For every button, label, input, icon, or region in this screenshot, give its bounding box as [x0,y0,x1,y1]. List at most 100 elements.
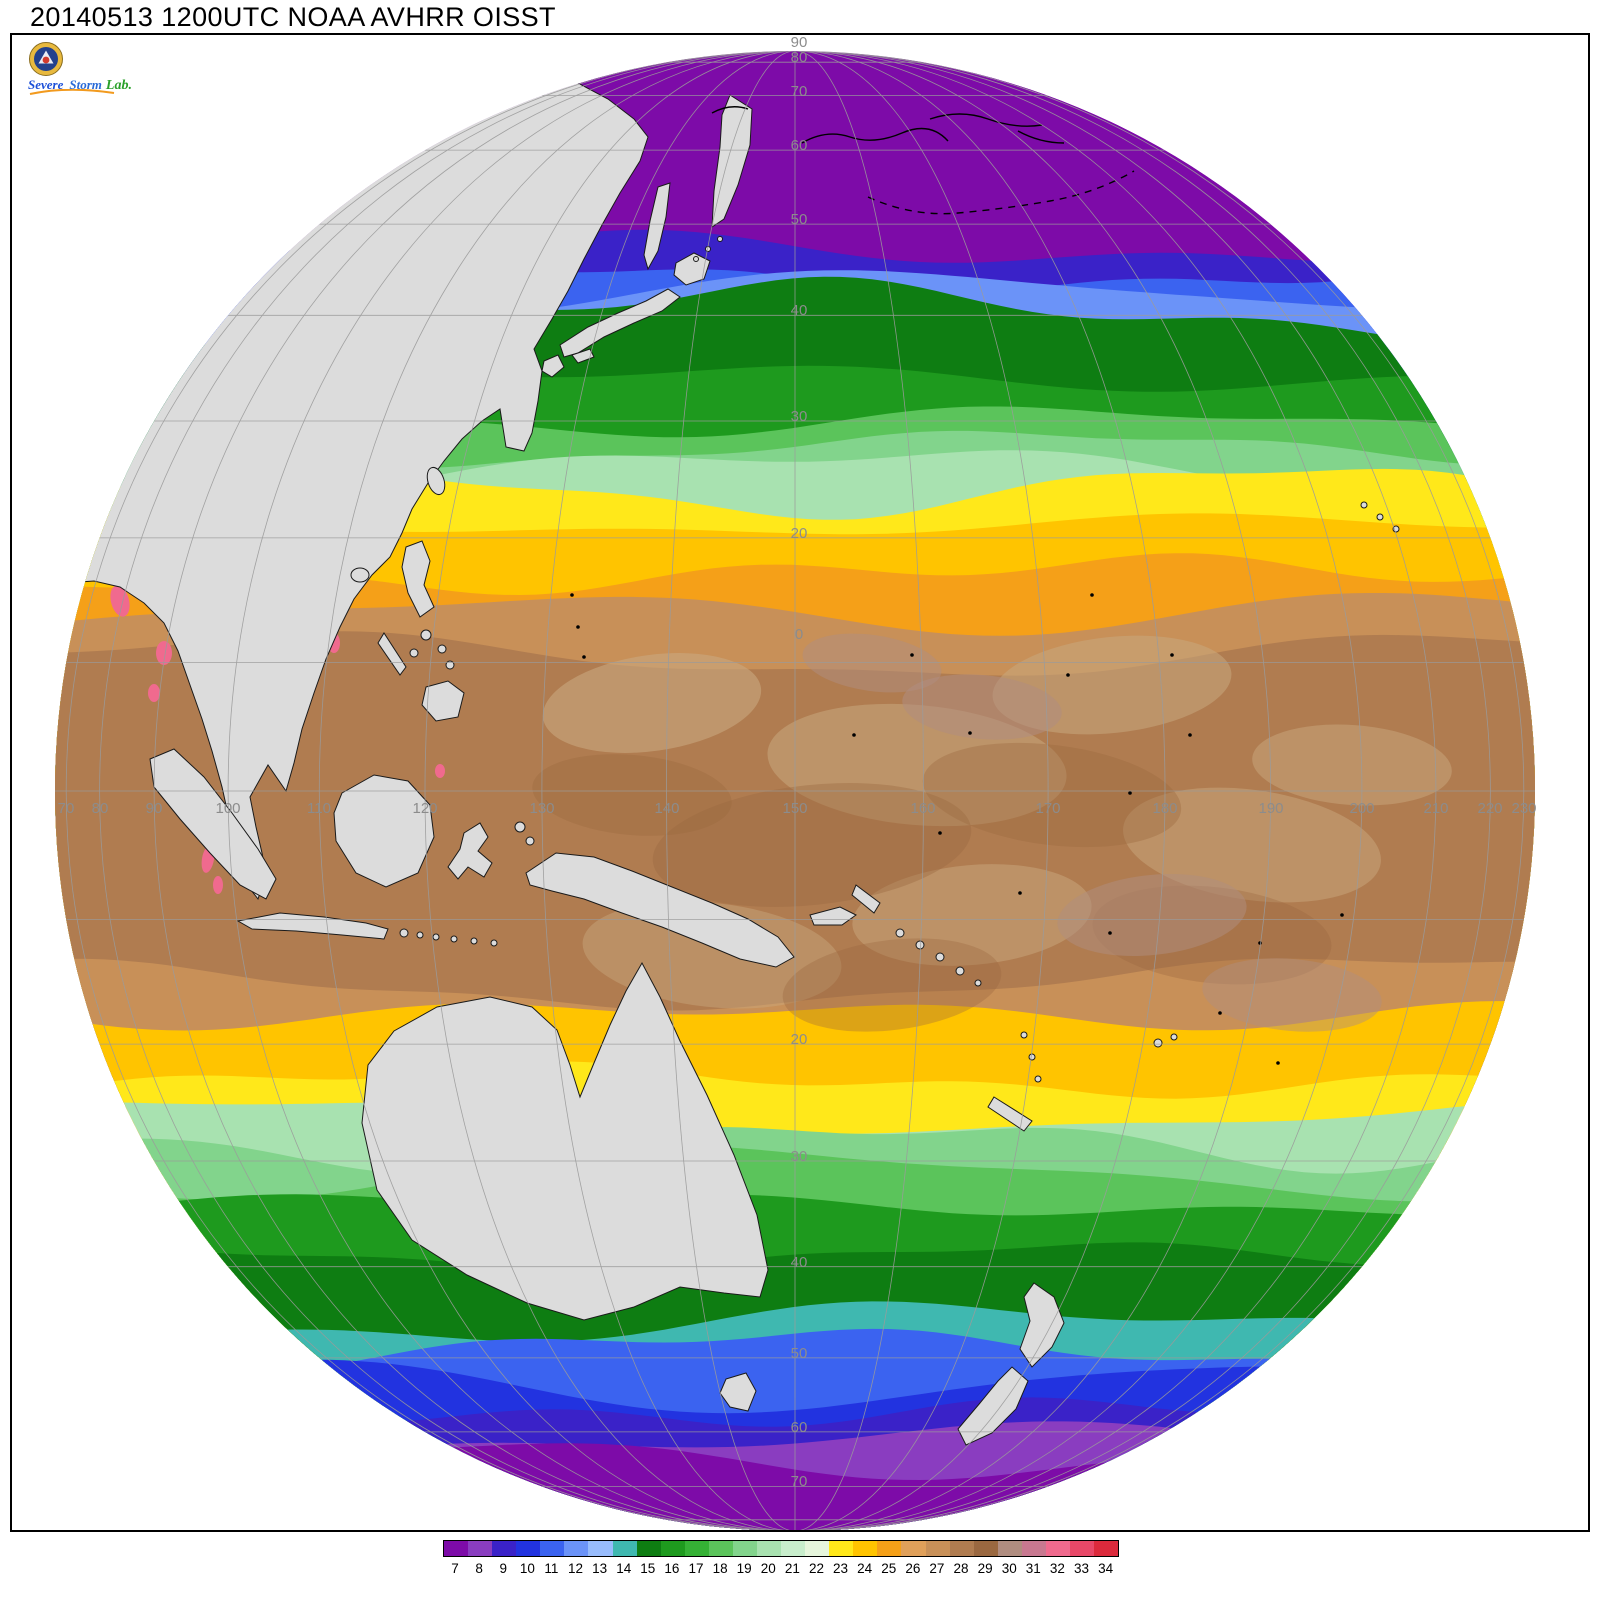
map-frame: 70 80 90 100 110 120 130 140 150 160 170 180 190 200 2… [10,33,1590,1532]
coastline-siberia-arctic [801,127,949,144]
colorbar-tick-label: 29 [977,1561,993,1576]
coastline-arctic-ice [711,106,749,114]
colorbar-tick-labels: 7 8 9 10 11 12 13 14 15 16 17 18 19 20 21 22 23 24 25 26 27 2… [443,1561,1119,1576]
colorbar-tick-label: 31 [1025,1561,1041,1576]
land-philippine-island [445,660,455,670]
lat-label: 20 [791,525,808,542]
sst-patch [542,653,762,753]
colorbar-tick-label: 8 [475,1561,483,1576]
colorbar-tick-label: 22 [808,1561,824,1576]
sst-patch [802,633,942,693]
colorbar-tick-label: 27 [929,1561,945,1576]
colorbar-tick-label: 24 [857,1561,873,1576]
graticule-meridian [541,51,1049,1530]
sst-patch [782,938,1002,1032]
land-kuril-island [693,256,699,262]
sst-hot-spot [148,684,160,702]
land-palawan [377,632,407,676]
colorbar-cell [1070,1541,1095,1556]
land-taiwan [426,466,446,496]
logo-swoosh-icon [29,89,115,95]
lat-label: 40 [791,1254,808,1271]
colorbar-tick-label: 33 [1073,1561,1089,1576]
graticule-meridian [227,51,1363,1530]
lon-label: 200 [1349,800,1374,817]
colorbar-cell [1021,1541,1046,1556]
logo-text: Severe Storm Lab. [28,77,132,93]
sst-patch [652,783,972,907]
land-kuril-island [717,236,723,242]
land-halmahera [525,836,535,846]
lat-label: 50 [791,1345,808,1362]
colorbar-swatches [443,1540,1119,1557]
colorbar-cell [1045,1541,1071,1556]
noaa-seal-icon [29,42,63,76]
land-sunda-island [432,933,440,941]
colorbar-cell [612,1541,637,1556]
lon-label: 180 [1152,800,1177,817]
lat-label: 90 [791,35,808,51]
sst-hot-spot [435,764,445,778]
colorbar-cell [997,1541,1022,1556]
lon-label: 230 [1511,800,1536,817]
colorbar-tick-label: 28 [953,1561,969,1576]
colorbar-tick-label: 7 [451,1561,459,1576]
land-philippine-island [409,648,419,658]
colorbar-tick-label: 14 [616,1561,632,1576]
colorbar-cell [829,1541,854,1556]
land-sunda-island [416,931,424,939]
lat-label: 30 [791,408,808,425]
lon-label: 80 [92,800,109,817]
colorbar-tick-label: 16 [664,1561,680,1576]
land-japan-shikoku [571,348,595,364]
land-japan-kyushu [541,354,565,378]
land-new-zealand-south [957,1366,1029,1446]
colorbar-cell [540,1541,565,1556]
colorbar-cell [757,1541,782,1556]
colorbar-cell [492,1541,517,1556]
colorbar-tick-label: 20 [760,1561,776,1576]
colorbar-tick-label: 32 [1049,1561,1065,1576]
lat-label: 0 [795,626,803,643]
lon-label: 130 [529,800,554,817]
colorbar-tick-label: 13 [592,1561,608,1576]
land-sunda-island [399,928,409,938]
lat-label: 20 [791,1031,808,1048]
land-vanuatu-island [1020,1031,1028,1039]
land-borneo [333,774,435,888]
land-solomon-island [974,979,982,987]
lon-label: 120 [412,800,437,817]
sst-patch [902,674,1062,740]
sst-patch [1057,873,1247,957]
land-new-britain [809,906,857,926]
sst-band-layer [55,51,1535,1530]
colorbar-tick-label: 21 [784,1561,800,1576]
lon-label: 210 [1423,800,1448,817]
land-hawaii-island [1360,501,1368,509]
land-new-zealand-north [1019,1282,1065,1368]
lat-label: 80 [791,49,808,66]
land-new-guinea [525,852,795,968]
colorbar-cell [516,1541,541,1556]
land-sumatra [149,748,277,900]
sst-patch [1123,787,1381,903]
land-japan-hokkaido [673,252,711,286]
lon-label: 220 [1477,800,1502,817]
lon-label: 190 [1258,800,1283,817]
colorbar-cell [444,1541,469,1556]
lat-label: 40 [791,302,808,319]
colorbar-cell [564,1541,589,1556]
colorbar-tick-label: 23 [833,1561,849,1576]
colorbar-cell [877,1541,902,1556]
lon-label: 150 [782,800,807,817]
land-vanuatu-island [1034,1075,1042,1083]
logo-text-storm: Storm [69,77,102,92]
lon-label: 90 [146,800,163,817]
land-australia [361,961,769,1321]
colorbar-tick-label: 34 [1098,1561,1114,1576]
lat-label: 60 [791,137,808,154]
graticule-meridian [99,51,1491,1530]
colorbar-tick-label: 25 [881,1561,897,1576]
land-solomon-island [915,940,925,950]
sst-hot-spot [213,876,223,894]
